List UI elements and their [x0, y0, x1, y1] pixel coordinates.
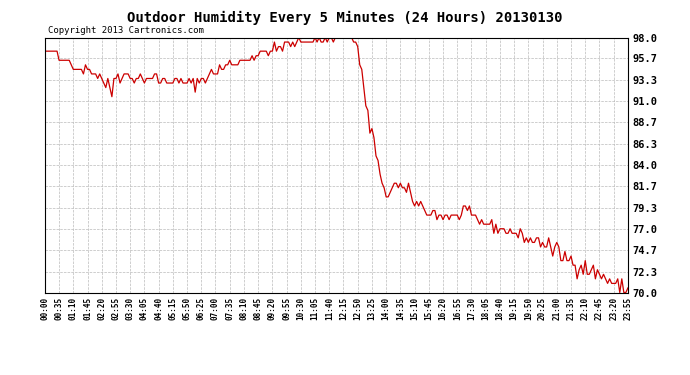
Text: Outdoor Humidity Every 5 Minutes (24 Hours) 20130130: Outdoor Humidity Every 5 Minutes (24 Hou…	[127, 11, 563, 26]
Text: Humidity  (%): Humidity (%)	[548, 19, 629, 29]
Text: Copyright 2013 Cartronics.com: Copyright 2013 Cartronics.com	[48, 26, 204, 35]
